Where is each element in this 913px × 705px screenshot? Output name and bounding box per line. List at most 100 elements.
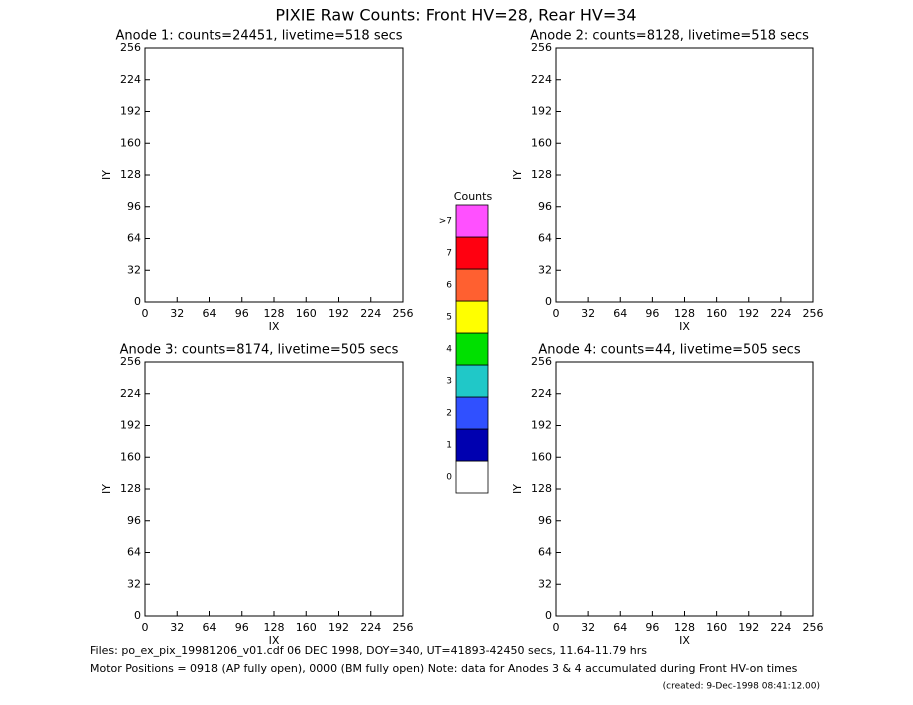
x-tick-label: 224	[770, 621, 791, 634]
x-tick-label: 128	[674, 621, 695, 634]
colorbar-label: 7	[446, 249, 452, 259]
x-tick-label: 32	[170, 307, 184, 320]
x-tick-label: 256	[803, 307, 824, 320]
x-tick-label: 192	[328, 307, 349, 320]
colorbar-label: 5	[446, 313, 452, 323]
y-tick-label: 128	[120, 482, 141, 495]
colorbar-label: 4	[446, 345, 452, 355]
y-tick-label: 192	[120, 105, 141, 118]
color-swatch	[455, 460, 489, 494]
y-axis-label: IY	[511, 170, 524, 180]
y-tick-label: 192	[120, 419, 141, 432]
y-tick-label: 128	[531, 482, 552, 495]
color-swatch	[455, 364, 489, 398]
x-tick-label: 0	[553, 307, 560, 320]
color-swatch	[455, 204, 489, 238]
y-tick-label: 160	[120, 450, 141, 463]
x-tick-label: 128	[674, 307, 695, 320]
x-tick-label: 128	[264, 621, 285, 634]
panel-title: Anode 1: counts=24451, livetime=518 secs	[115, 29, 402, 44]
x-tick-label: 192	[738, 621, 759, 634]
x-tick-label: 224	[360, 307, 381, 320]
y-axis-label: IY	[100, 170, 113, 180]
x-axis-label: IX	[269, 320, 280, 333]
y-tick-label: 256	[531, 41, 552, 54]
x-tick-label: 192	[738, 307, 759, 320]
x-tick-label: 96	[235, 307, 249, 320]
y-tick-label: 192	[531, 419, 552, 432]
y-tick-label: 256	[120, 355, 141, 368]
x-tick-label: 32	[581, 307, 595, 320]
x-tick-label: 0	[553, 621, 560, 634]
color-swatch	[455, 300, 489, 334]
y-tick-label: 224	[120, 73, 141, 86]
x-tick-label: 32	[581, 621, 595, 634]
y-tick-label: 32	[538, 577, 552, 590]
x-tick-label: 160	[706, 621, 727, 634]
x-tick-label: 160	[296, 621, 317, 634]
y-tick-label: 0	[134, 609, 141, 622]
x-axis-label: IX	[679, 320, 690, 333]
x-tick-label: 256	[393, 621, 414, 634]
x-tick-label: 96	[645, 621, 659, 634]
x-axis-label: IX	[269, 634, 280, 647]
color-swatch	[455, 268, 489, 302]
y-tick-label: 160	[120, 136, 141, 149]
y-tick-label: 64	[538, 546, 552, 559]
y-axis-label: IY	[511, 484, 524, 494]
y-tick-label: 160	[531, 450, 552, 463]
x-tick-label: 96	[645, 307, 659, 320]
x-tick-label: 224	[360, 621, 381, 634]
x-tick-label: 96	[235, 621, 249, 634]
x-axis-label: IX	[679, 634, 690, 647]
footer-files: Files: po_ex_pix_19981206_v01.cdf 06 DEC…	[90, 644, 647, 657]
y-tick-label: 224	[531, 387, 552, 400]
colorbar-label: 1	[446, 441, 452, 451]
colorbar-label: 3	[446, 377, 452, 387]
panel-title: Anode 3: counts=8174, livetime=505 secs	[120, 343, 399, 358]
x-tick-label: 256	[393, 307, 414, 320]
x-tick-label: 0	[142, 307, 149, 320]
color-swatch	[455, 396, 489, 430]
x-tick-label: 160	[296, 307, 317, 320]
y-tick-label: 64	[127, 546, 141, 559]
y-tick-label: 32	[538, 263, 552, 276]
y-tick-label: 256	[531, 355, 552, 368]
colorbar-label: 6	[446, 281, 452, 291]
color-swatch	[455, 332, 489, 366]
x-tick-label: 160	[706, 307, 727, 320]
y-tick-label: 32	[127, 263, 141, 276]
color-swatch	[455, 428, 489, 462]
plot-area	[555, 361, 814, 617]
y-tick-label: 96	[127, 200, 141, 213]
y-tick-label: 0	[545, 295, 552, 308]
y-tick-label: 0	[545, 609, 552, 622]
y-tick-label: 0	[134, 295, 141, 308]
colorbar-label: >7	[439, 217, 452, 227]
colorbar-label: 0	[446, 473, 452, 483]
main-title: PIXIE Raw Counts: Front HV=28, Rear HV=3…	[275, 6, 636, 25]
x-tick-label: 64	[613, 621, 627, 634]
y-tick-label: 64	[538, 232, 552, 245]
x-tick-label: 0	[142, 621, 149, 634]
colorbar-title: Counts	[454, 190, 493, 203]
y-tick-label: 96	[538, 514, 552, 527]
y-tick-label: 128	[120, 168, 141, 181]
panel-title: Anode 4: counts=44, livetime=505 secs	[538, 343, 800, 358]
y-tick-label: 160	[531, 136, 552, 149]
y-tick-label: 96	[127, 514, 141, 527]
y-tick-label: 128	[531, 168, 552, 181]
plot-area	[144, 47, 404, 303]
y-tick-label: 32	[127, 577, 141, 590]
x-tick-label: 128	[264, 307, 285, 320]
y-tick-label: 96	[538, 200, 552, 213]
y-tick-label: 256	[120, 41, 141, 54]
x-tick-label: 64	[613, 307, 627, 320]
x-tick-label: 32	[170, 621, 184, 634]
y-axis-label: IY	[100, 484, 113, 494]
x-tick-label: 64	[203, 621, 217, 634]
plot-area	[555, 47, 814, 303]
y-tick-label: 224	[531, 73, 552, 86]
x-tick-label: 192	[328, 621, 349, 634]
